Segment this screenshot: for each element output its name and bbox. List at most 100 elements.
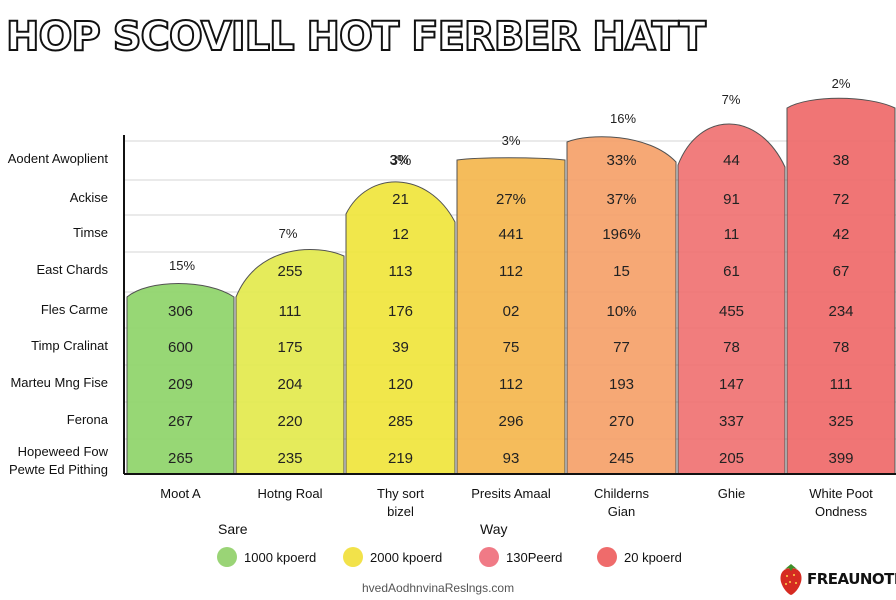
top-label: 7% bbox=[279, 226, 298, 241]
top-label: 3% bbox=[502, 133, 521, 148]
legend-label: 2000 kpoerd bbox=[370, 550, 442, 565]
cell-value: 296 bbox=[498, 413, 523, 430]
cell-value: 42 bbox=[833, 226, 850, 243]
cell-value: 205 bbox=[719, 450, 744, 467]
cell-value: 455 bbox=[719, 303, 744, 320]
row-label: Marteu Mng Fise bbox=[10, 375, 108, 390]
cell-value: 175 bbox=[277, 339, 302, 356]
footer-url: hvedAodhnvinaReslngs.com bbox=[362, 581, 515, 595]
legend-label: 130Peerd bbox=[506, 550, 562, 565]
legend-swatch bbox=[217, 547, 237, 567]
cell-value: 245 bbox=[609, 450, 634, 467]
brand-text: FREAUNOTE bbox=[807, 570, 896, 588]
legend-swatch bbox=[597, 547, 617, 567]
cell-value: 38 bbox=[833, 152, 850, 169]
legend-title: Way bbox=[480, 521, 507, 537]
column-bar bbox=[456, 157, 566, 475]
cell-value: 3% bbox=[390, 152, 412, 169]
category-label: Hotng Roal bbox=[257, 486, 322, 501]
legend-label: 20 kpoerd bbox=[624, 550, 682, 565]
row-label: Aodent Awoplient bbox=[8, 151, 109, 166]
column-bar bbox=[566, 136, 677, 475]
cell-value: 600 bbox=[168, 339, 193, 356]
cell-value: 111 bbox=[279, 303, 302, 320]
category-label: Childerns bbox=[594, 486, 649, 501]
cell-value: 219 bbox=[388, 450, 413, 467]
cell-value: 176 bbox=[388, 303, 413, 320]
columns-layer bbox=[126, 97, 896, 475]
category-label: White Poot bbox=[809, 486, 873, 501]
cell-value: 93 bbox=[503, 450, 520, 467]
brand-logo: FREAUNOTE bbox=[777, 562, 896, 596]
legend: Sare 1000 kpoerd 2000 kpoerd Way 130Peerd 20 … bbox=[217, 521, 682, 567]
cell-value: 265 bbox=[168, 450, 193, 467]
text-layer: 306 600 209 267 265 15% Moot A 255 111 175 204 220 2… bbox=[8, 76, 873, 519]
column-bar bbox=[677, 123, 786, 475]
row-label: Ferona bbox=[67, 412, 109, 427]
category-label: Gian bbox=[608, 504, 635, 519]
top-label: 3% bbox=[390, 152, 409, 167]
cell-value: 112 bbox=[499, 263, 523, 280]
cell-value: 67 bbox=[833, 263, 850, 280]
cell-value: 204 bbox=[277, 376, 302, 393]
row-label: Timse bbox=[73, 225, 108, 240]
cell-value: 112 bbox=[499, 376, 523, 393]
cell-value: 61 bbox=[723, 263, 740, 280]
cell-value: 27% bbox=[496, 191, 526, 208]
cell-value: 196% bbox=[602, 226, 640, 243]
column-bar bbox=[345, 181, 456, 475]
cell-value: 193 bbox=[609, 376, 634, 393]
category-label: Thy sort bbox=[377, 486, 424, 501]
cell-value: 113 bbox=[389, 263, 413, 280]
cell-value: 21 bbox=[392, 191, 409, 208]
axis-layer bbox=[123, 135, 896, 475]
cell-value: 78 bbox=[833, 339, 850, 356]
legend-title: Sare bbox=[218, 521, 248, 537]
cell-value: 209 bbox=[168, 376, 193, 393]
row-label: Hopeweed Fow bbox=[18, 444, 109, 459]
cell-value: 120 bbox=[388, 376, 413, 393]
top-label: 16% bbox=[610, 111, 636, 126]
cell-value: 37% bbox=[606, 191, 636, 208]
cell-value: 267 bbox=[168, 413, 193, 430]
cell-value: 111 bbox=[830, 376, 853, 393]
strawberry-icon bbox=[780, 564, 802, 595]
cell-value: 285 bbox=[388, 413, 413, 430]
chart-title: HOP SCOVILL HOT FERBER HATT bbox=[5, 13, 707, 61]
cell-value: 306 bbox=[168, 303, 193, 320]
cell-value: 39 bbox=[392, 339, 409, 356]
row-label: Ackise bbox=[70, 190, 108, 205]
cell-value: 441 bbox=[498, 226, 523, 243]
cell-value: 255 bbox=[277, 263, 302, 280]
cell-value: 10% bbox=[606, 303, 636, 320]
cell-value: 12 bbox=[392, 226, 409, 243]
cell-value: 15 bbox=[613, 263, 630, 280]
top-label: 2% bbox=[832, 76, 851, 91]
cell-value: 325 bbox=[828, 413, 853, 430]
row-label: Pewte Ed Pithing bbox=[9, 462, 108, 477]
cell-value: 78 bbox=[723, 339, 740, 356]
column-bar bbox=[235, 249, 345, 475]
cell-value: 234 bbox=[828, 303, 853, 320]
category-label: Presits Amaal bbox=[471, 486, 551, 501]
legend-swatch bbox=[343, 547, 363, 567]
cell-value: 72 bbox=[833, 191, 850, 208]
cell-value: 91 bbox=[723, 191, 740, 208]
column-bar bbox=[786, 97, 896, 475]
cell-value: 147 bbox=[719, 376, 744, 393]
row-label: Fles Carme bbox=[41, 302, 108, 317]
cell-value: 337 bbox=[719, 413, 744, 430]
cell-value: 33% bbox=[606, 152, 636, 169]
legend-swatch bbox=[479, 547, 499, 567]
cell-value: 399 bbox=[828, 450, 853, 467]
category-label: Ondness bbox=[815, 504, 868, 519]
cell-value: 220 bbox=[277, 413, 302, 430]
top-label: 7% bbox=[722, 92, 741, 107]
category-label: bizel bbox=[387, 504, 414, 519]
category-label: Moot A bbox=[160, 486, 201, 501]
row-label: East Chards bbox=[36, 262, 108, 277]
legend-label: 1000 kpoerd bbox=[244, 550, 316, 565]
cell-value: 11 bbox=[724, 226, 740, 243]
top-label: 15% bbox=[169, 258, 195, 273]
